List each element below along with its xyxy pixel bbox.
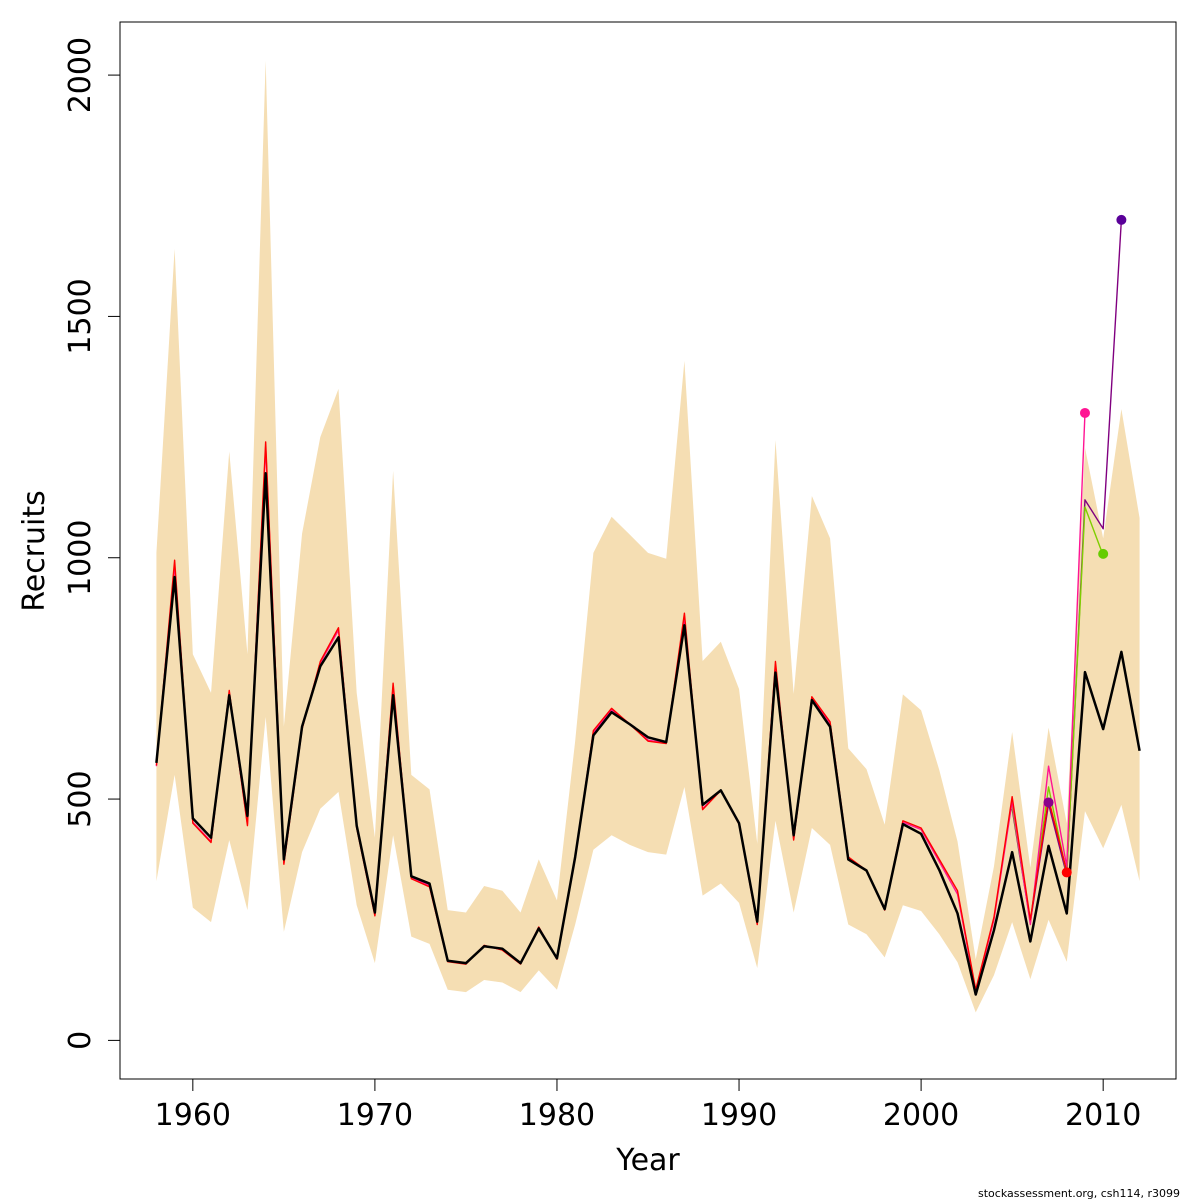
endpoint-marker-0 (1043, 797, 1054, 808)
confidence-band-layer (156, 60, 1140, 1013)
x-tick-label-0: 1960 (155, 1098, 231, 1133)
endpoint-marker-3 (1098, 548, 1109, 559)
footer-credit: stockassessment.org, csh114, r3099 (978, 1187, 1180, 1200)
endpoint-marker-4 (1116, 214, 1127, 225)
y-tick-label-2: 1000 (63, 520, 98, 596)
endpoint-markers-layer (1043, 214, 1127, 878)
y-axis-title: Recruits (17, 490, 52, 612)
x-axis: 1960 1970 1980 1990 2000 2010 (155, 1079, 1141, 1133)
y-tick-label-0: 0 (63, 1031, 98, 1050)
x-tick-label-2: 1980 (519, 1098, 595, 1133)
endpoint-marker-1 (1061, 867, 1072, 878)
x-tick-label-4: 2000 (883, 1098, 959, 1133)
endpoint-marker-2 (1079, 407, 1090, 418)
y-tick-label-3: 1500 (63, 278, 98, 354)
plot-frame (119, 21, 1177, 1080)
y-tick-label-1: 500 (63, 770, 98, 827)
y-tick-label-4: 2000 (63, 37, 98, 113)
series-line-0 (155, 472, 1141, 996)
x-tick-label-1: 1970 (337, 1098, 413, 1133)
x-axis-title: Year (615, 1143, 680, 1178)
x-tick-label-3: 1990 (701, 1098, 777, 1133)
confidence-band (156, 60, 1140, 1013)
x-tick-label-5: 2010 (1065, 1098, 1141, 1133)
y-axis: 0 500 1000 1500 2000 (63, 37, 120, 1050)
series-layer (155, 219, 1141, 996)
